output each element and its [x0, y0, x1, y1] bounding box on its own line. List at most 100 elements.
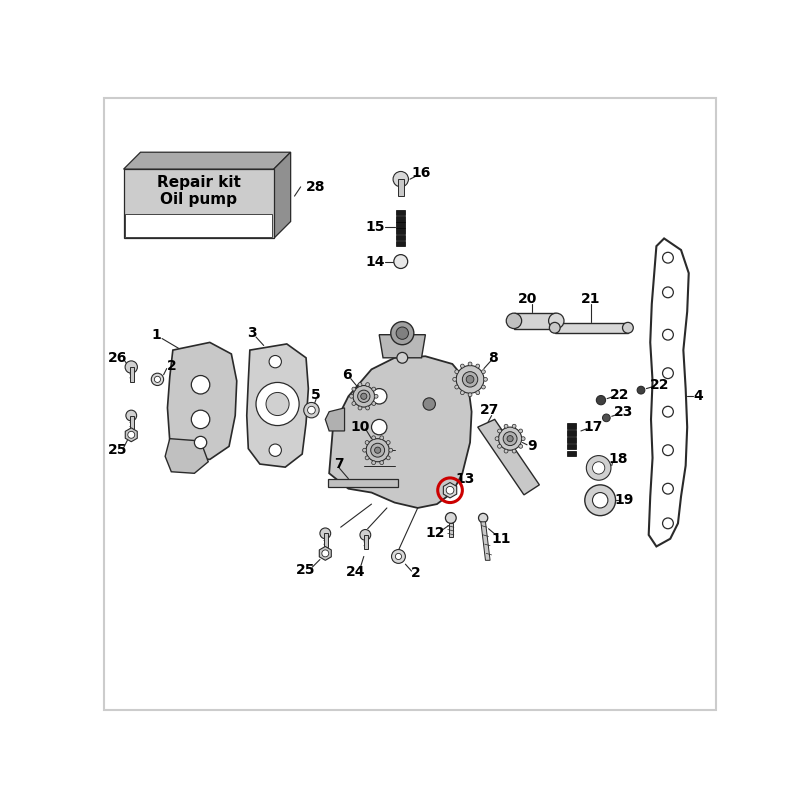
Circle shape: [393, 171, 409, 187]
Circle shape: [360, 530, 370, 540]
Circle shape: [637, 386, 645, 394]
Circle shape: [453, 378, 457, 382]
Circle shape: [362, 448, 366, 452]
Text: 21: 21: [581, 291, 601, 306]
Text: 25: 25: [296, 562, 316, 577]
Text: 19: 19: [614, 494, 634, 507]
Bar: [567, 444, 576, 450]
Circle shape: [466, 375, 474, 383]
Circle shape: [256, 382, 299, 426]
Circle shape: [662, 368, 674, 378]
Text: 23: 23: [614, 405, 634, 418]
Circle shape: [518, 429, 522, 433]
Circle shape: [512, 424, 516, 428]
Circle shape: [662, 252, 674, 263]
Text: 2: 2: [411, 566, 421, 581]
Text: 10: 10: [350, 420, 370, 434]
Text: 15: 15: [366, 220, 385, 234]
Text: 8: 8: [488, 350, 498, 365]
Bar: [396, 229, 406, 234]
Circle shape: [374, 394, 378, 398]
Circle shape: [269, 355, 282, 368]
Bar: [567, 451, 576, 456]
Text: 3: 3: [247, 326, 257, 340]
Polygon shape: [481, 522, 490, 560]
Circle shape: [596, 395, 606, 405]
Circle shape: [461, 364, 464, 368]
Circle shape: [352, 402, 356, 406]
Circle shape: [372, 402, 376, 406]
Circle shape: [461, 390, 464, 394]
Polygon shape: [123, 152, 290, 169]
Circle shape: [358, 382, 362, 386]
Circle shape: [374, 447, 381, 454]
Text: 28: 28: [306, 180, 326, 194]
Bar: [396, 241, 406, 246]
Bar: [514, 313, 556, 329]
Circle shape: [518, 445, 522, 448]
Circle shape: [394, 254, 408, 269]
Text: Repair kit
Oil pump: Repair kit Oil pump: [157, 174, 241, 207]
Circle shape: [495, 437, 499, 441]
Circle shape: [662, 330, 674, 340]
Circle shape: [352, 387, 356, 391]
Circle shape: [662, 287, 674, 298]
Circle shape: [191, 375, 210, 394]
Circle shape: [456, 366, 484, 394]
Circle shape: [454, 385, 458, 389]
Text: 6: 6: [342, 368, 352, 382]
Circle shape: [662, 406, 674, 417]
Circle shape: [366, 438, 390, 462]
Circle shape: [512, 449, 516, 453]
Circle shape: [366, 406, 370, 410]
Circle shape: [191, 410, 210, 429]
Circle shape: [358, 390, 370, 402]
Circle shape: [482, 385, 486, 389]
Circle shape: [370, 443, 385, 457]
Circle shape: [423, 398, 435, 410]
Circle shape: [366, 382, 370, 386]
Text: 26: 26: [108, 350, 127, 365]
Polygon shape: [246, 344, 308, 467]
Circle shape: [504, 449, 508, 453]
Circle shape: [504, 424, 508, 428]
Circle shape: [593, 493, 608, 508]
Circle shape: [446, 513, 456, 523]
Circle shape: [468, 393, 472, 397]
Bar: [567, 430, 576, 435]
Circle shape: [322, 550, 329, 557]
Polygon shape: [126, 428, 138, 442]
Bar: [554, 323, 628, 333]
Circle shape: [304, 402, 319, 418]
Polygon shape: [167, 342, 237, 459]
Text: 18: 18: [608, 453, 628, 466]
Circle shape: [622, 322, 634, 333]
Polygon shape: [326, 408, 345, 431]
Circle shape: [397, 353, 408, 363]
Polygon shape: [443, 482, 457, 498]
Bar: [396, 222, 406, 228]
Circle shape: [128, 431, 134, 438]
Circle shape: [503, 432, 517, 446]
Text: 22: 22: [650, 378, 670, 392]
Circle shape: [454, 370, 458, 374]
Circle shape: [391, 550, 406, 563]
Bar: [364, 535, 368, 549]
Text: 16: 16: [412, 166, 431, 180]
Text: 22: 22: [610, 388, 629, 402]
Circle shape: [154, 376, 161, 382]
Circle shape: [462, 372, 478, 387]
Circle shape: [549, 313, 564, 329]
Circle shape: [350, 394, 354, 398]
Circle shape: [550, 322, 560, 333]
Bar: [324, 534, 328, 547]
Circle shape: [482, 370, 486, 374]
Text: 12: 12: [426, 526, 445, 540]
Circle shape: [358, 406, 362, 410]
Text: 24: 24: [346, 565, 366, 579]
Circle shape: [476, 390, 480, 394]
Text: 9: 9: [527, 439, 537, 454]
Circle shape: [390, 322, 414, 345]
Circle shape: [126, 410, 137, 421]
Circle shape: [506, 313, 522, 329]
